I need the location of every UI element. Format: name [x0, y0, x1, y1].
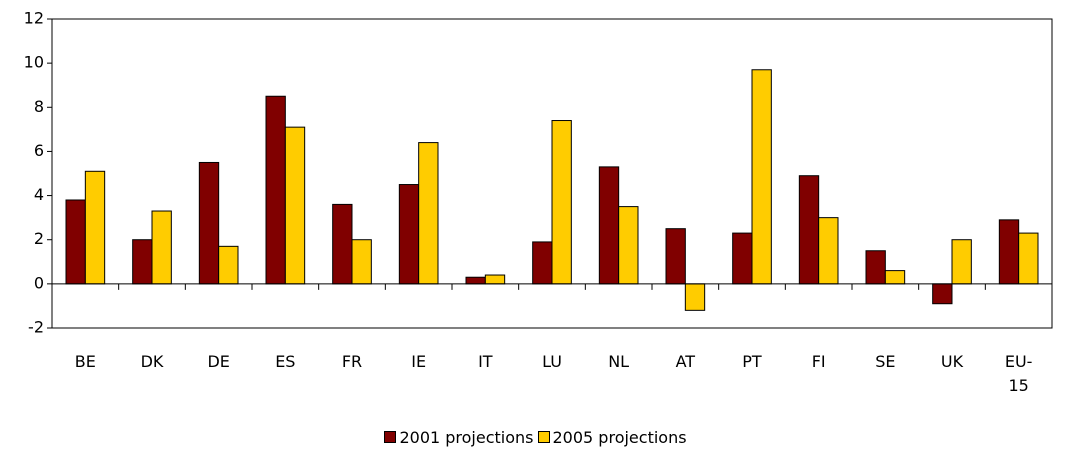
x-tick-label: IT — [478, 352, 493, 371]
bar — [332, 203, 353, 285]
bar — [818, 217, 839, 285]
x-tick-label: DK — [140, 352, 164, 371]
y-tick-label: 10 — [24, 53, 44, 72]
legend-label: 2005 projections — [552, 428, 687, 447]
x-tick-label: LU — [542, 352, 562, 371]
bar — [618, 206, 639, 285]
y-tick-label: 0 — [34, 273, 44, 292]
legend-swatch — [384, 431, 397, 443]
y-tick-label: 4 — [34, 185, 44, 204]
bar — [798, 175, 820, 285]
x-tick-label: EU-15 — [1004, 352, 1033, 395]
bar — [151, 210, 172, 285]
bar — [484, 274, 506, 285]
x-tick-label: FR — [341, 352, 363, 371]
bar — [284, 126, 306, 285]
x-tick-label: PT — [742, 352, 762, 371]
bar — [398, 184, 420, 285]
plot-frame — [51, 18, 1053, 329]
y-tick-label: -2 — [28, 318, 44, 337]
bar — [551, 120, 572, 285]
x-tick-label: NL — [608, 352, 630, 371]
legend-swatch — [537, 431, 550, 443]
bar — [465, 276, 486, 285]
bar — [951, 239, 972, 285]
legend: 2001 projections 2005 projections — [0, 428, 1067, 447]
y-tick-label: 2 — [34, 229, 44, 248]
bar — [198, 161, 220, 285]
bar — [65, 199, 86, 285]
y-tick-label: 6 — [34, 141, 44, 160]
bar — [532, 241, 553, 285]
x-tick-label: UK — [940, 352, 964, 371]
x-tick-label: AT — [675, 352, 696, 371]
x-tick-label: SE — [875, 352, 896, 371]
y-tick-label: 12 — [24, 9, 44, 28]
bar — [84, 170, 106, 285]
bar — [751, 69, 772, 285]
bar — [598, 166, 620, 285]
bar — [932, 283, 953, 305]
bar — [132, 239, 153, 285]
x-tick-label: DE — [207, 352, 230, 371]
x-tick-label: IE — [411, 352, 427, 371]
x-tick-label: BE — [74, 352, 96, 371]
bar — [665, 228, 686, 285]
bar — [684, 283, 706, 311]
bar — [418, 142, 439, 285]
bar — [865, 250, 886, 285]
legend-label: 2001 projections — [399, 428, 534, 447]
x-tick-label: FI — [811, 352, 826, 371]
x-tick-label: ES — [275, 352, 296, 371]
bar — [884, 270, 906, 285]
bar — [265, 95, 286, 285]
bar — [1018, 232, 1039, 285]
bar — [732, 232, 753, 285]
bar — [218, 245, 239, 285]
y-tick-label: 8 — [34, 97, 44, 116]
bar — [998, 219, 1020, 285]
bar — [351, 239, 372, 285]
